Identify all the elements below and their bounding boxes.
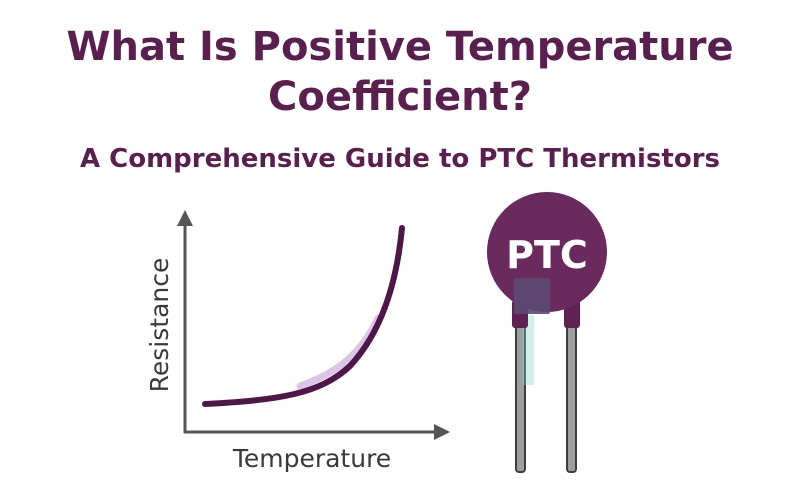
disc-highlight (514, 278, 550, 314)
page-title: What Is Positive Temperature Coefficient… (66, 24, 734, 120)
y-axis-arrowhead (177, 210, 193, 226)
right-lead (566, 321, 577, 473)
x-axis-label: Temperature (232, 444, 391, 473)
axes (183, 220, 442, 434)
resistance-temperature-graph: Resistance Temperature (145, 210, 450, 473)
ptc-label: PTC (506, 233, 588, 277)
lead-reflection (522, 315, 534, 385)
ptc-resistance-curve (202, 225, 405, 407)
page-subtitle: A Comprehensive Guide to PTC Thermistors (79, 144, 721, 174)
ptc-thermistor-icon: PTC (487, 192, 607, 473)
x-axis-arrowhead (434, 424, 450, 440)
y-axis-label: Resistance (145, 258, 174, 393)
